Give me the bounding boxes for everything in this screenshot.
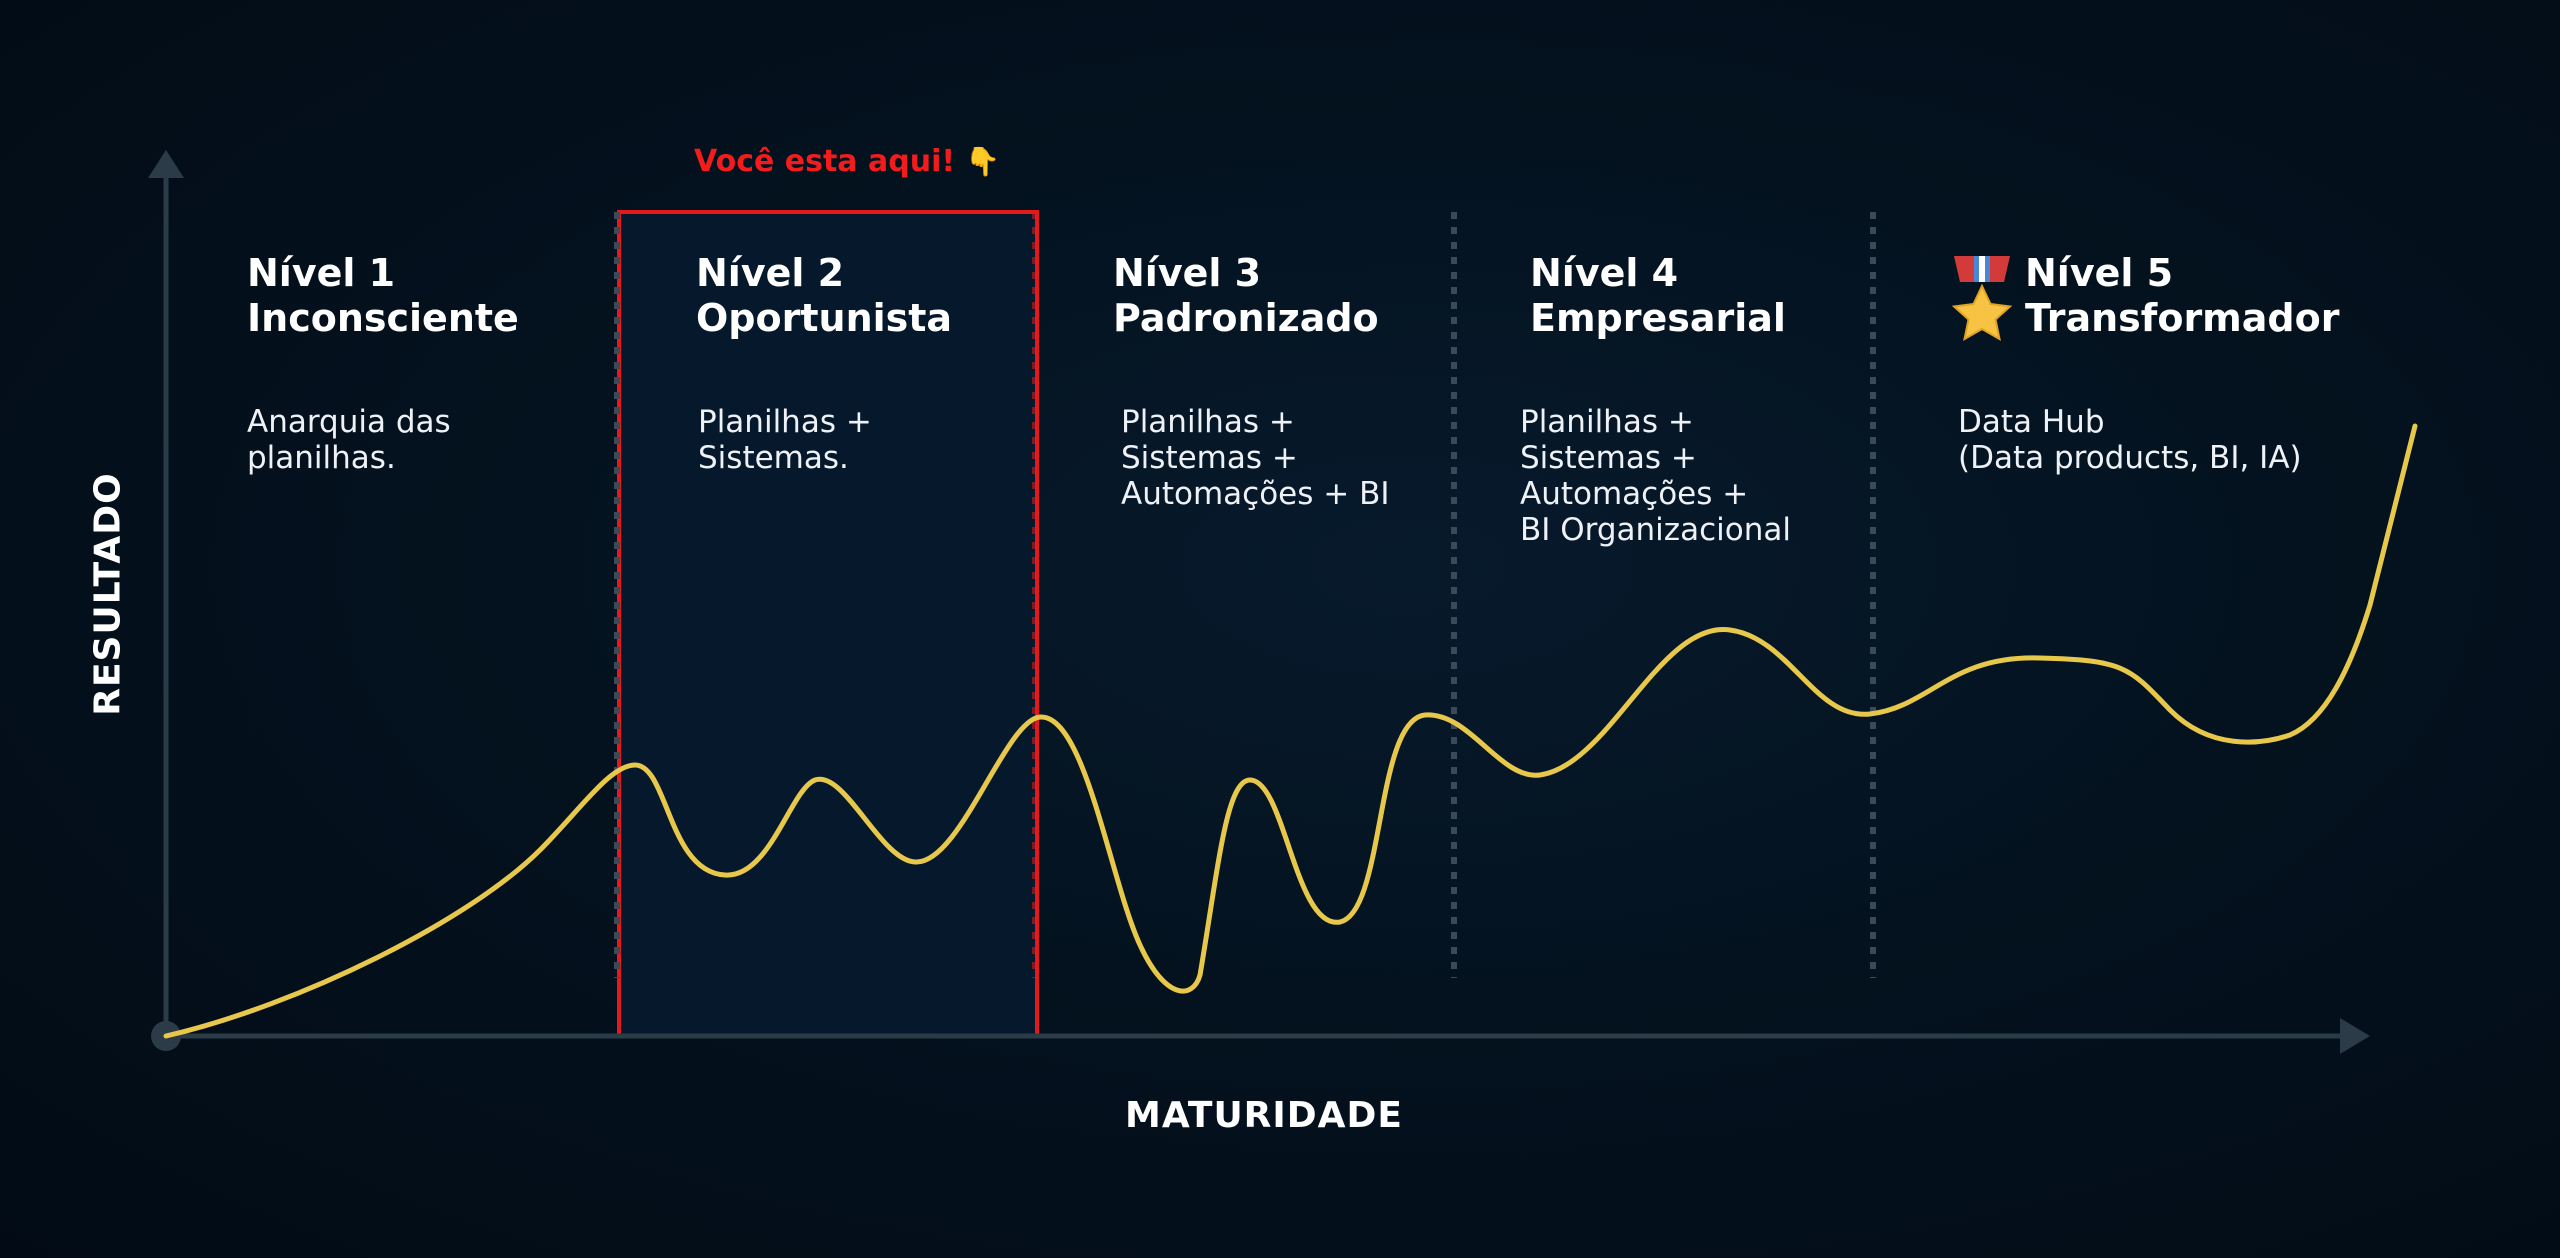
level-5-description: Data Hub (Data products, BI, IA) [1958, 404, 2302, 476]
level-3-desc-line: Automações + BI [1121, 476, 1390, 512]
level-1-title: Nível 1 Inconsciente [247, 251, 519, 341]
level-3-name: Padronizado [1113, 296, 1379, 340]
y-axis-label: RESULTADO [87, 472, 129, 716]
level-4-desc-line: BI Organizacional [1520, 512, 1791, 548]
medal-icon [1951, 256, 2013, 341]
level-1-description: Anarquia das planilhas. [247, 404, 451, 476]
level-5-number: Nível 5 [2025, 251, 2174, 295]
pointing-down-icon: 👇 [965, 145, 1000, 178]
level-2-desc-line: Planilhas + [698, 404, 872, 440]
level-2-description: Planilhas + Sistemas. [698, 404, 872, 476]
level-4-desc-line: Sistemas + [1520, 440, 1697, 476]
level-4-desc-line: Automações + [1520, 476, 1749, 512]
level-3-title: Nível 3 Padronizado [1113, 251, 1379, 341]
level-4-desc-line: Planilhas + [1520, 404, 1694, 440]
level-5-desc-line: Data Hub [1958, 404, 2105, 440]
level-5-name: Transformador [2025, 296, 2340, 340]
level-3-desc-line: Sistemas + [1121, 440, 1298, 476]
level-4-title: Nível 4 Empresarial [1530, 251, 1786, 341]
level-2-number: Nível 2 [696, 251, 845, 295]
level-1-number: Nível 1 [247, 251, 396, 295]
level-2-title: Nível 2 Oportunista [696, 251, 952, 341]
level-1-desc-line: planilhas. [247, 440, 396, 476]
level-1-name: Inconsciente [247, 296, 519, 340]
level-3-description: Planilhas + Sistemas + Automações + BI [1121, 404, 1390, 512]
level-2-desc-line: Sistemas. [698, 440, 849, 476]
level-2-name: Oportunista [696, 296, 953, 340]
level-5-desc-line: (Data products, BI, IA) [1958, 440, 2302, 476]
level-3-desc-line: Planilhas + [1121, 404, 1295, 440]
level-5-title: Nível 5 Transformador [2025, 251, 2339, 341]
level-4-name: Empresarial [1530, 296, 1786, 340]
x-axis-label: MATURIDADE [1125, 1095, 1404, 1136]
current-level-highlight [617, 210, 1039, 1038]
you-are-here-text: Você esta aqui! [694, 144, 956, 179]
level-4-number: Nível 4 [1530, 251, 1679, 295]
level-4-description: Planilhas + Sistemas + Automações + BI O… [1520, 404, 1791, 548]
level-1-desc-line: Anarquia das [247, 404, 451, 440]
you-are-here-label: Você esta aqui! 👇 [694, 142, 1000, 182]
level-3-number: Nível 3 [1113, 251, 1262, 295]
x-axis-arrow-icon [2340, 1018, 2370, 1054]
y-axis-arrow-icon [148, 150, 184, 178]
maturity-curve [163, 423, 2418, 1039]
